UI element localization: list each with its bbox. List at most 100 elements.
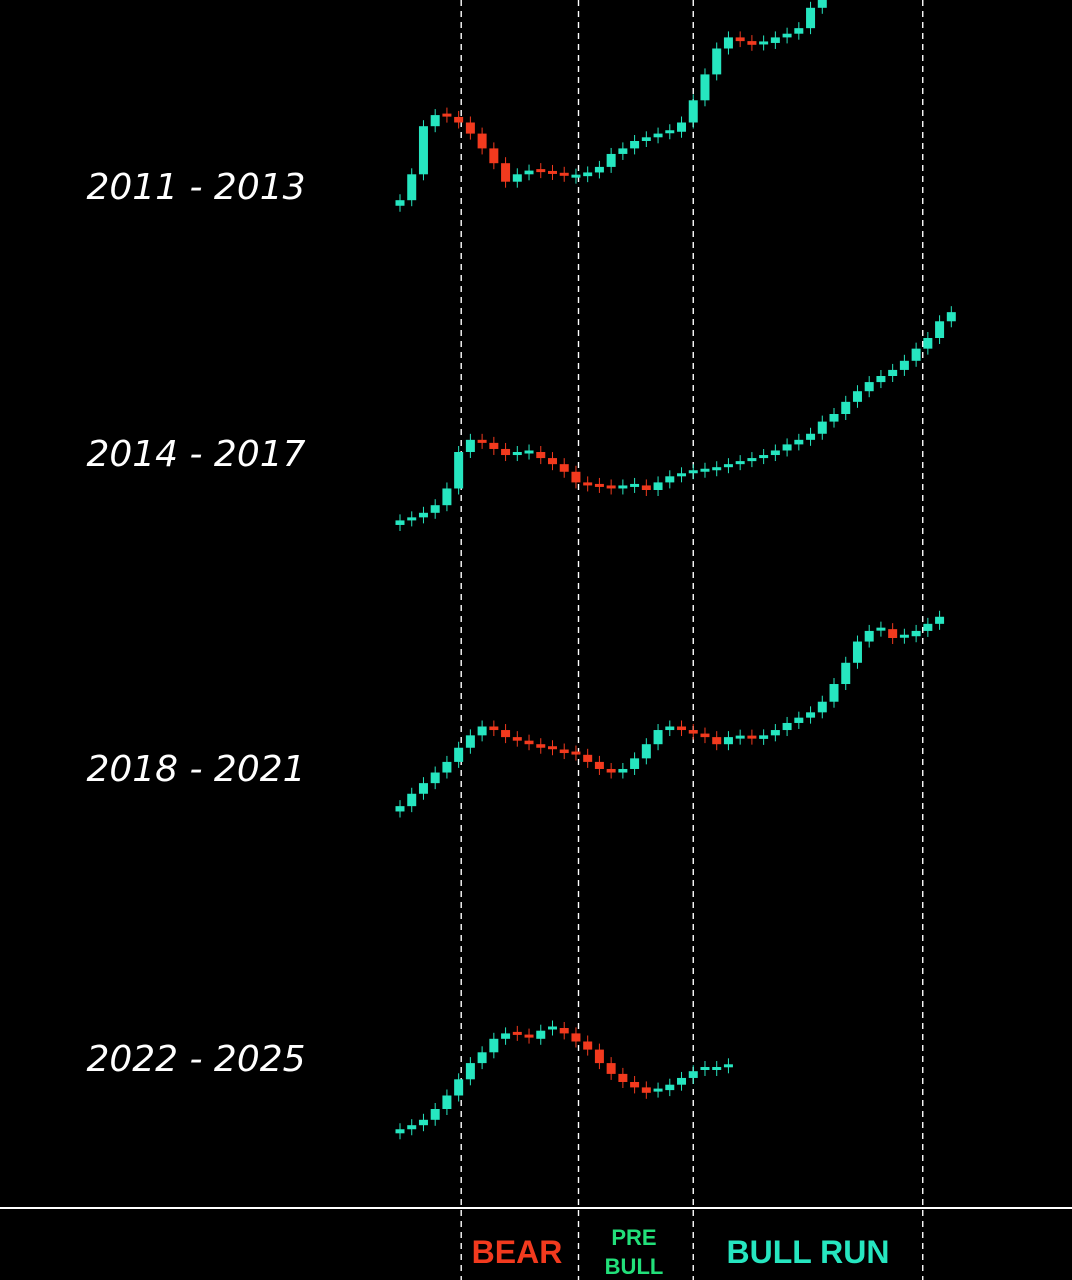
candle bbox=[454, 452, 464, 489]
candle bbox=[454, 747, 464, 762]
candle bbox=[899, 634, 909, 638]
candle bbox=[653, 133, 663, 138]
phase-label-bear: BEAR bbox=[472, 1234, 563, 1270]
candle bbox=[512, 737, 522, 741]
candle bbox=[594, 1049, 604, 1064]
candlestick-series bbox=[395, 0, 956, 1140]
candle bbox=[407, 793, 417, 807]
candle bbox=[817, 0, 827, 8]
candle bbox=[641, 137, 651, 141]
candle bbox=[817, 421, 827, 434]
candle bbox=[501, 730, 511, 738]
candle bbox=[641, 1087, 651, 1093]
candle bbox=[618, 485, 628, 489]
candle bbox=[782, 722, 792, 731]
candle bbox=[407, 517, 417, 521]
candle bbox=[700, 468, 710, 472]
candle bbox=[688, 470, 698, 474]
candle bbox=[747, 735, 757, 739]
candle bbox=[723, 37, 733, 49]
candle bbox=[536, 169, 546, 173]
candle bbox=[806, 7, 816, 29]
candle bbox=[465, 122, 475, 134]
candle bbox=[547, 1026, 557, 1030]
candle bbox=[395, 520, 405, 525]
candle bbox=[594, 761, 604, 769]
candle bbox=[547, 746, 557, 750]
candle bbox=[430, 772, 440, 784]
candle bbox=[630, 141, 640, 149]
candle bbox=[524, 740, 534, 745]
candle bbox=[852, 641, 862, 663]
candle bbox=[946, 312, 956, 322]
candle bbox=[465, 1063, 475, 1080]
candle bbox=[524, 170, 534, 175]
candle bbox=[489, 726, 499, 731]
candle bbox=[395, 200, 405, 206]
candle bbox=[841, 662, 851, 685]
candle-series-4 bbox=[395, 1020, 733, 1140]
candle bbox=[899, 360, 909, 370]
phase-label-pre-bull-line1: PRE bbox=[611, 1225, 656, 1250]
candle bbox=[770, 37, 780, 43]
candle bbox=[723, 1064, 733, 1068]
candle bbox=[477, 1052, 487, 1064]
candle bbox=[583, 482, 593, 486]
candle bbox=[700, 74, 710, 101]
candle bbox=[935, 321, 945, 338]
candle bbox=[489, 1038, 499, 1053]
candle bbox=[712, 737, 722, 745]
phase-label-bull-run: BULL RUN bbox=[727, 1234, 890, 1270]
candle bbox=[536, 452, 546, 459]
candle bbox=[536, 1030, 546, 1039]
cycle-row-labels: 2011 - 2013 2014 - 2017 2018 - 2021 2022… bbox=[86, 167, 305, 1080]
candle bbox=[735, 735, 745, 739]
candle bbox=[794, 717, 804, 723]
candle bbox=[876, 376, 886, 383]
candle bbox=[477, 726, 487, 736]
candle bbox=[759, 455, 769, 459]
candle bbox=[653, 730, 663, 745]
candle bbox=[512, 174, 522, 182]
candle bbox=[454, 1079, 464, 1096]
candle bbox=[864, 382, 874, 392]
candle bbox=[501, 1033, 511, 1039]
candle bbox=[430, 115, 440, 127]
candle bbox=[735, 461, 745, 465]
candle bbox=[688, 1071, 698, 1078]
candle bbox=[618, 148, 628, 154]
candle bbox=[407, 174, 417, 201]
candle bbox=[911, 630, 921, 637]
candle bbox=[782, 33, 792, 38]
candle bbox=[454, 116, 464, 123]
candle bbox=[712, 1067, 722, 1070]
candle bbox=[618, 768, 628, 773]
candle bbox=[864, 630, 874, 642]
candle bbox=[583, 1041, 593, 1050]
candle bbox=[418, 1119, 428, 1126]
candle bbox=[606, 485, 616, 489]
candle bbox=[641, 485, 651, 490]
candle bbox=[923, 338, 933, 349]
candle bbox=[571, 751, 581, 755]
candle bbox=[465, 735, 475, 748]
candle bbox=[477, 439, 487, 443]
candle bbox=[442, 761, 452, 773]
candle bbox=[536, 744, 546, 748]
candle bbox=[583, 172, 593, 177]
candle-series-2 bbox=[395, 306, 956, 531]
candle bbox=[407, 1125, 417, 1130]
candle bbox=[641, 744, 651, 759]
candle bbox=[630, 1082, 640, 1088]
candle bbox=[395, 806, 405, 812]
candle bbox=[465, 439, 475, 452]
candle bbox=[501, 448, 511, 456]
candle bbox=[817, 701, 827, 713]
candle bbox=[630, 483, 640, 487]
candle bbox=[418, 512, 428, 518]
candle bbox=[430, 505, 440, 513]
phase-labels: BEAR PRE BULL BULL RUN bbox=[472, 1225, 890, 1279]
row-label-2018-2021: 2018 - 2021 bbox=[86, 749, 305, 790]
candle bbox=[794, 439, 804, 445]
